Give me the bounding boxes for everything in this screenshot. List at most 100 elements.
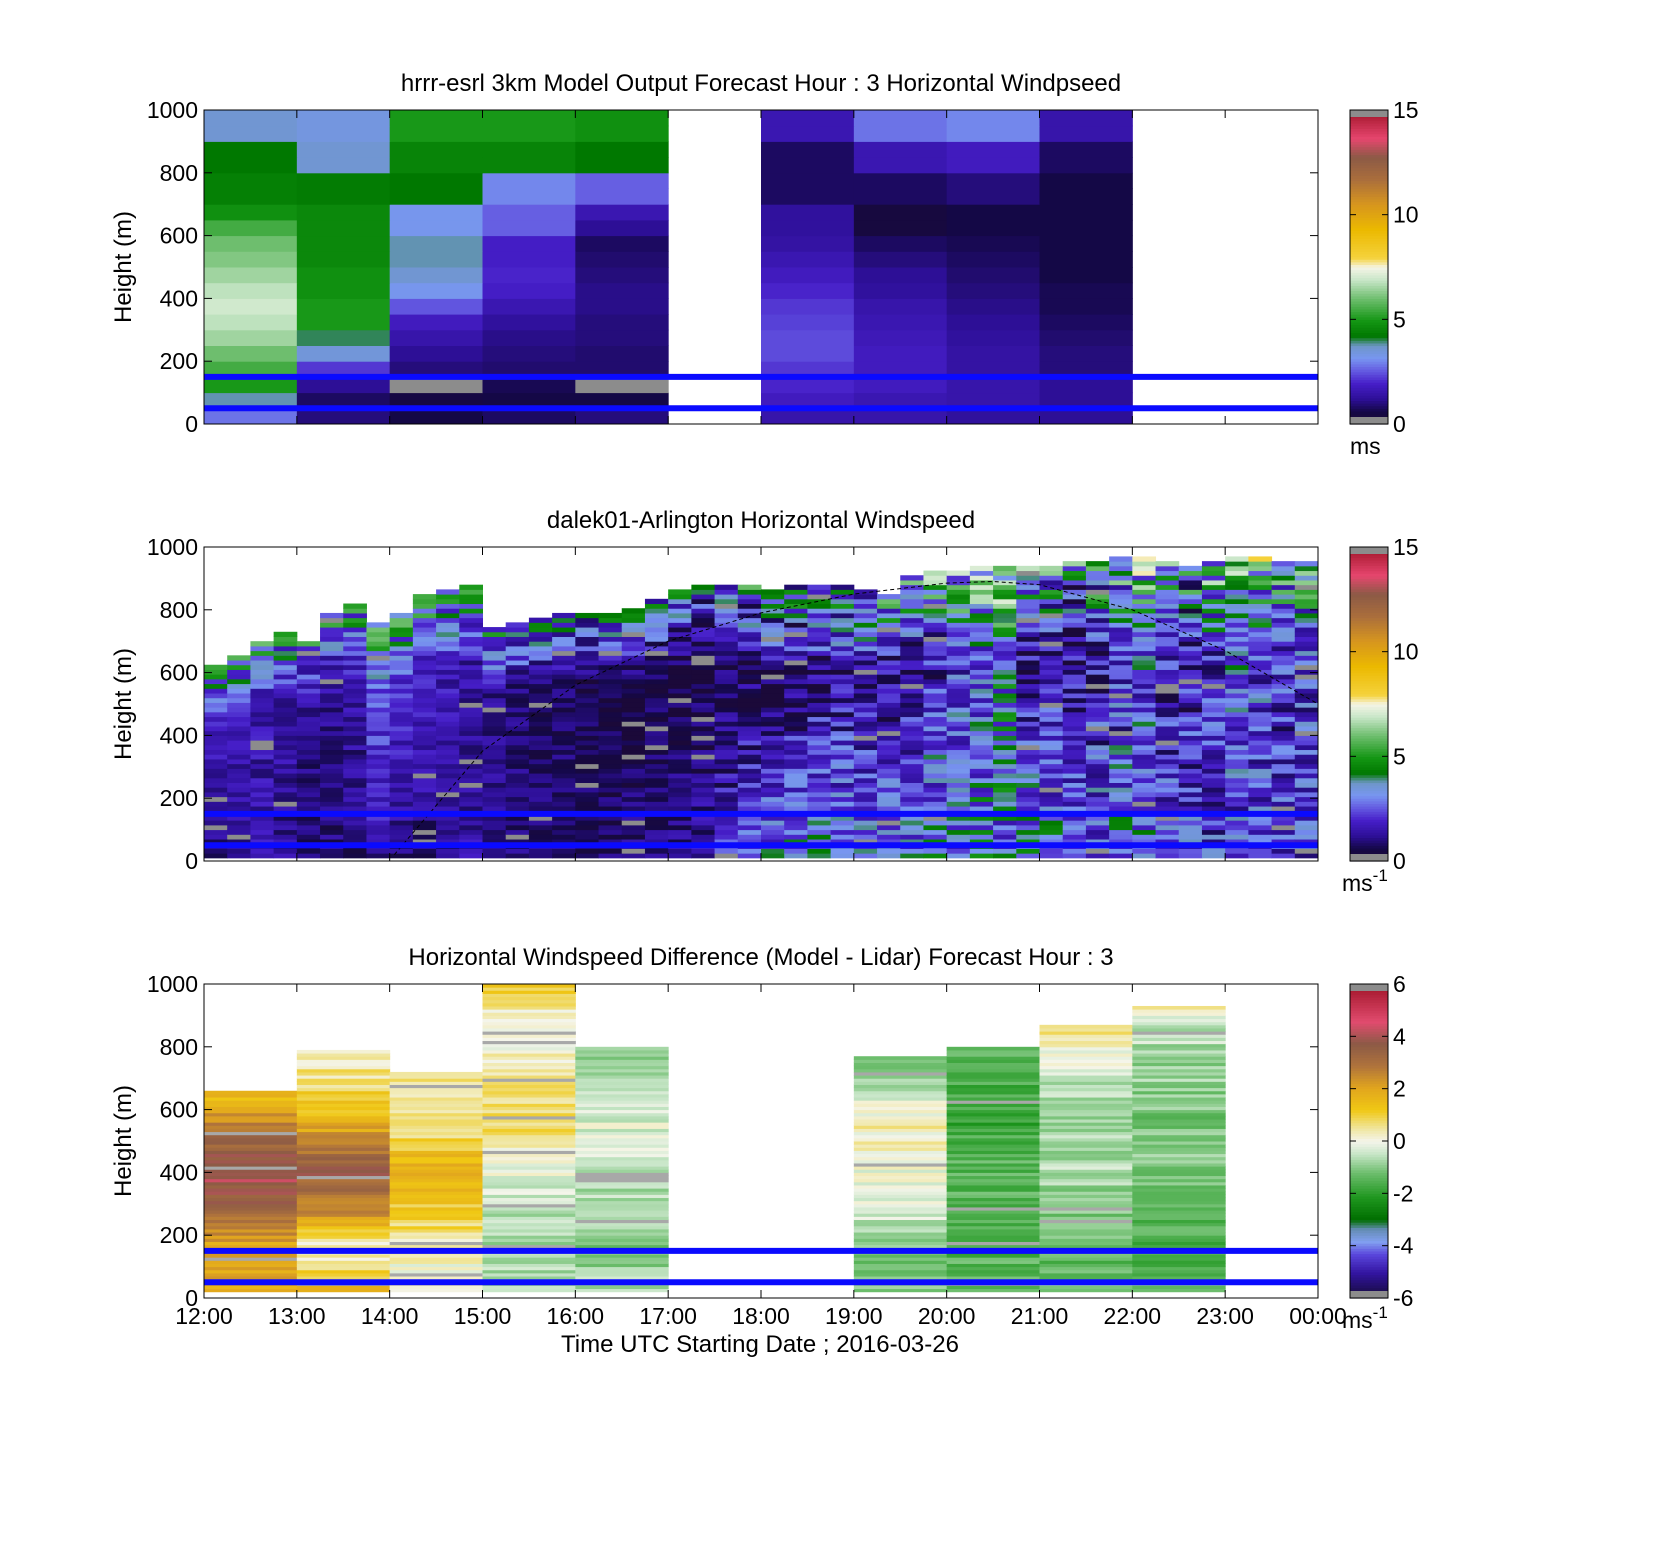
heatmap-cell [923, 650, 948, 656]
heatmap-cell [1132, 1122, 1226, 1126]
heatmap-cell [1132, 1031, 1226, 1035]
colorbar-cell [1350, 232, 1388, 237]
heatmap-cell [1132, 641, 1157, 647]
heatmap-cell [1039, 711, 1064, 718]
heatmap-cell [1132, 678, 1157, 685]
heatmap-cell [714, 768, 739, 774]
heatmap-cell [807, 603, 832, 609]
heatmap-cell [761, 598, 785, 605]
colorbar-tick-label: 10 [1393, 639, 1419, 665]
heatmap-cell [1085, 650, 1110, 656]
heatmap-cell [389, 660, 414, 666]
heatmap-cell [482, 650, 507, 656]
heatmap-cell [204, 834, 228, 840]
heatmap-cell [1248, 622, 1273, 628]
heatmap-cell [1248, 707, 1273, 713]
heatmap-cell [1062, 627, 1087, 633]
heatmap-cell [296, 1125, 391, 1129]
colorbar-cell [1350, 1025, 1388, 1030]
heatmap-cell [412, 636, 437, 642]
heatmap-cell [250, 711, 275, 718]
heatmap-cell [528, 758, 553, 765]
heatmap-cell [923, 820, 948, 826]
heatmap-cell [1201, 791, 1226, 798]
heatmap-cell [250, 820, 275, 826]
heatmap-cell [853, 298, 948, 315]
heatmap-cell [1039, 1024, 1133, 1029]
heatmap-cell [969, 575, 994, 581]
colorbar-tick-label: 15 [1393, 97, 1419, 123]
heatmap-cell [1062, 674, 1087, 680]
heatmap-cell [1062, 749, 1087, 755]
colorbar-cell [1350, 1078, 1388, 1082]
heatmap-cell [830, 650, 855, 656]
heatmap-cell [946, 1059, 1040, 1063]
heatmap-cell [946, 1081, 1040, 1085]
heatmap-cell [552, 683, 576, 689]
heatmap-cell [1109, 570, 1133, 576]
heatmap-cell [946, 1272, 1040, 1277]
heatmap-cell [1085, 763, 1110, 769]
heatmap-cell [993, 664, 1017, 670]
heatmap-cell [761, 627, 785, 633]
heatmap-cell [993, 612, 1017, 619]
heatmap-cell [1085, 622, 1110, 628]
heatmap-cell [1016, 598, 1040, 605]
heatmap-cell [784, 824, 808, 831]
heatmap-cell [482, 1216, 576, 1220]
heatmap-cell [320, 669, 344, 675]
colorbar-cell [1350, 1167, 1388, 1171]
heatmap-cell [1225, 641, 1249, 647]
heatmap-cell [853, 754, 878, 760]
heatmap-cell [993, 853, 1017, 859]
colorbar-cell [1350, 1080, 1388, 1085]
heatmap-cell [528, 782, 553, 788]
heatmap-cell [900, 589, 924, 595]
heatmap-cell [691, 627, 716, 633]
heatmap-cell [389, 735, 414, 741]
heatmap-cell [923, 824, 948, 831]
colorbar-cell [1350, 1156, 1388, 1160]
heatmap-cell [1201, 740, 1226, 746]
heatmap-cell [807, 820, 832, 826]
heatmap-cell [389, 376, 483, 394]
heatmap-cell [1178, 768, 1203, 774]
heatmap-cell [853, 787, 878, 793]
heatmap-cell [1039, 1263, 1133, 1268]
colorbar-cell [1350, 1031, 1388, 1035]
heatmap-cell [389, 157, 483, 174]
heatmap-cell [830, 834, 855, 840]
heatmap-cell [436, 598, 460, 605]
heatmap-cell [900, 622, 924, 628]
heatmap-cell [668, 655, 692, 661]
heatmap-cell [482, 1254, 576, 1258]
heatmap-cell [1248, 782, 1273, 788]
heatmap-cell [1039, 1049, 1133, 1054]
heatmap-cell [482, 376, 576, 394]
heatmap-cell [389, 815, 414, 821]
heatmap-cell [621, 725, 646, 732]
heatmap-cell [668, 608, 692, 614]
heatmap-cell [1271, 579, 1296, 586]
heatmap-cell [1178, 674, 1203, 680]
heatmap-cell [1271, 631, 1296, 637]
heatmap-cell [1155, 735, 1180, 741]
heatmap-cell [1294, 721, 1319, 727]
heatmap-cell [1248, 641, 1273, 647]
heatmap-cell [644, 829, 669, 835]
heatmap-cell [1016, 730, 1040, 736]
heatmap-cell [482, 1225, 576, 1230]
heatmap-cell [1155, 768, 1180, 774]
heatmap-cell [1225, 777, 1249, 783]
colorbar-cell [1350, 1237, 1388, 1242]
heatmap-cell [1178, 721, 1203, 727]
heatmap-cell [668, 674, 692, 680]
heatmap-cell [1016, 660, 1040, 666]
heatmap-cell [691, 782, 716, 788]
heatmap-cell [946, 1210, 1040, 1214]
heatmap-cell [691, 801, 716, 807]
heatmap-cell [1271, 664, 1296, 670]
heatmap-cell [714, 636, 739, 642]
colorbar-cell [1350, 991, 1388, 996]
heatmap-cell [1155, 801, 1180, 807]
